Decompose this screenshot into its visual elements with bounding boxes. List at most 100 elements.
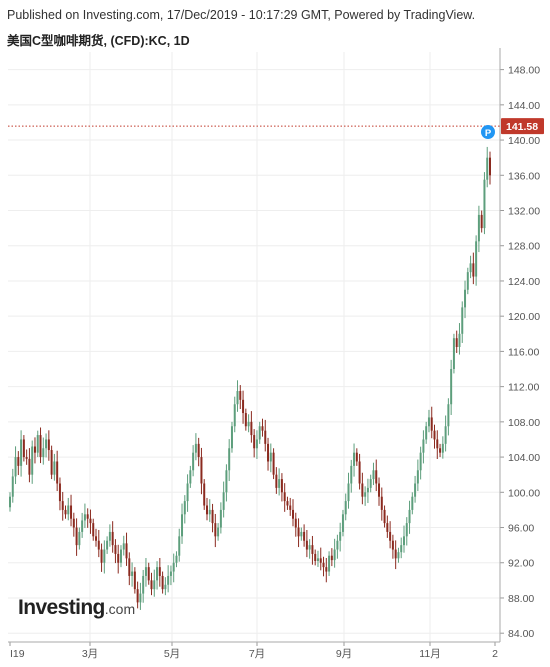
candle-body [258, 426, 261, 440]
grid-lines [8, 52, 500, 642]
candle [236, 380, 239, 412]
candle [230, 421, 233, 453]
candle [389, 521, 392, 549]
x-tick-label: 11月 [419, 648, 440, 660]
candle [439, 443, 442, 458]
candle-body [244, 413, 247, 427]
candle-body [394, 549, 397, 559]
candle-body [286, 501, 289, 506]
candle-body [72, 518, 75, 528]
candle-body [83, 514, 86, 521]
candle [70, 494, 73, 527]
candle-body [11, 476, 14, 497]
y-tick-label: 132.00 [508, 206, 540, 218]
candle-body [9, 496, 11, 508]
candle [114, 539, 117, 564]
candle-body [269, 452, 272, 462]
candle-body [97, 540, 100, 550]
candle [441, 436, 444, 459]
candle-body [86, 514, 89, 519]
candle-body [408, 509, 411, 524]
candle [119, 545, 122, 568]
candle-body [400, 545, 403, 553]
candle [50, 445, 53, 480]
candle [483, 172, 486, 235]
candle-body [114, 545, 117, 554]
candle-body [106, 540, 109, 550]
candle-body [464, 289, 467, 308]
candle [311, 535, 314, 565]
candle-body [89, 518, 92, 524]
candle-body [22, 439, 25, 458]
candle-body [153, 580, 156, 590]
candle-body [47, 439, 50, 451]
candle-body [436, 439, 439, 449]
candle [408, 500, 411, 534]
candle-body [272, 452, 275, 475]
candle-body [194, 443, 197, 453]
candle [480, 210, 483, 233]
candle [175, 551, 178, 568]
candle-body [108, 531, 111, 541]
candle-body [311, 545, 314, 554]
candle [333, 538, 336, 568]
candle-body [17, 457, 20, 466]
candle-body [219, 509, 222, 528]
last-price-label: 141.58 [506, 121, 538, 133]
candle [31, 440, 34, 484]
candle [167, 565, 170, 593]
candle [17, 451, 20, 476]
candle [472, 252, 475, 285]
candle-body [477, 214, 480, 242]
candle-body [70, 505, 73, 519]
candle [78, 527, 81, 550]
candle-body [100, 549, 103, 563]
candle [394, 540, 397, 570]
candle [292, 499, 295, 527]
candle [25, 449, 28, 465]
candle-body [267, 443, 270, 462]
candle [144, 557, 147, 587]
candle [369, 474, 372, 493]
candle [280, 473, 283, 502]
candle [475, 235, 478, 286]
candle [11, 468, 14, 503]
logo-domain-text: .com [104, 601, 136, 617]
candle-body [217, 527, 220, 537]
candle-body [50, 450, 53, 475]
candle [239, 385, 242, 409]
candle-body [208, 509, 211, 515]
candle-body [486, 157, 489, 180]
y-tick-label: 136.00 [508, 170, 540, 182]
candle-body [322, 562, 325, 568]
y-tick-label: 140.00 [508, 135, 540, 147]
candle-body [389, 531, 392, 541]
y-tick-label: 104.00 [508, 452, 540, 464]
candle-body [419, 452, 422, 471]
candle [39, 427, 42, 464]
published-caption: Published on Investing.com, 17/Dec/2019 … [7, 8, 476, 22]
candle [83, 503, 86, 529]
candle-body [372, 470, 375, 480]
candle-body [67, 505, 70, 515]
candle [275, 467, 278, 494]
candle [272, 448, 275, 480]
candle-body [450, 369, 453, 405]
candle [297, 518, 300, 548]
candle [208, 499, 211, 522]
candle [355, 448, 358, 466]
candle-body [427, 417, 430, 427]
candle [161, 571, 164, 594]
candle [316, 550, 319, 567]
candle-body [64, 509, 67, 515]
candle [425, 421, 428, 444]
candle-body [314, 553, 317, 561]
candle [447, 398, 450, 436]
candle-body [386, 523, 389, 532]
candle-body [347, 483, 350, 502]
candle-body [75, 527, 78, 546]
candle-body [472, 263, 475, 277]
candle [450, 359, 453, 415]
candle [242, 390, 245, 424]
